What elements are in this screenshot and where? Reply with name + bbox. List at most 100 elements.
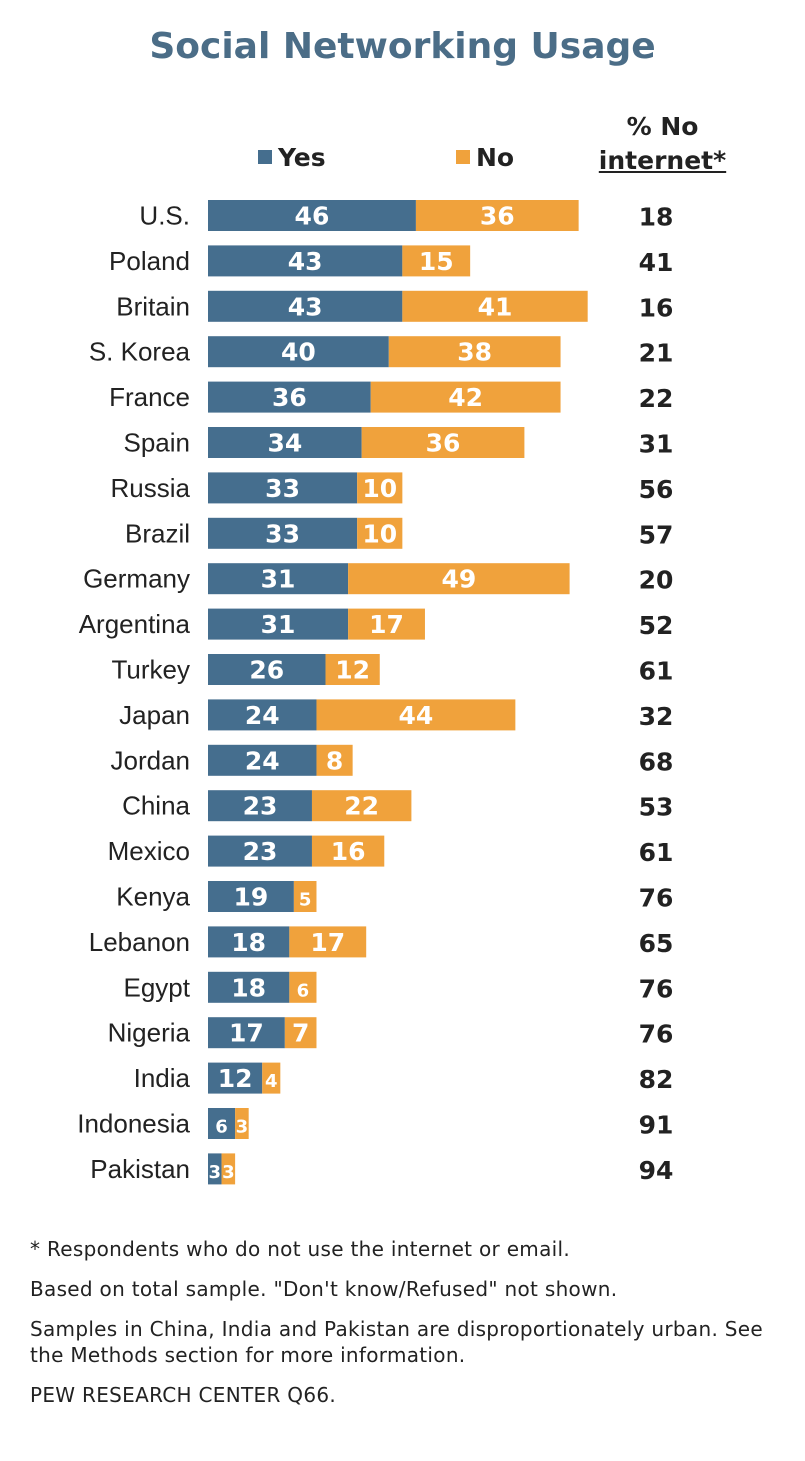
bar-yes-jordan xyxy=(208,744,317,776)
value-no-u-s: 36 xyxy=(480,202,515,231)
value-no-internet-france: 22 xyxy=(639,384,674,413)
value-yes-mexico: 23 xyxy=(243,837,278,866)
value-no-germany: 49 xyxy=(441,565,476,594)
value-no-internet-germany: 20 xyxy=(639,566,674,595)
value-no-internet-china: 53 xyxy=(639,793,674,822)
bar-yes-nigeria xyxy=(208,1017,285,1049)
footnotes: * Respondents who do not use the interne… xyxy=(30,1236,790,1422)
value-yes-egypt: 18 xyxy=(231,973,266,1002)
bar-no-brazil xyxy=(357,517,403,549)
value-no-internet-japan: 32 xyxy=(639,702,674,731)
value-yes-britain: 43 xyxy=(288,292,323,321)
bar-no-russia xyxy=(357,472,403,504)
value-no-internet-argentina: 52 xyxy=(639,611,674,640)
bar-no-spain xyxy=(361,427,525,458)
value-no-pakistan: 3 xyxy=(222,1162,235,1183)
value-no-egypt: 6 xyxy=(297,980,310,1001)
bar-no-india xyxy=(262,1062,281,1094)
bar-no-france xyxy=(370,381,561,413)
country-label-nigeria: Nigeria xyxy=(108,1018,191,1048)
bar-yes-turkey xyxy=(208,654,326,685)
bar-yes-russia xyxy=(208,472,358,504)
value-yes-turkey: 26 xyxy=(249,656,284,685)
country-label-argentina: Argentina xyxy=(79,609,191,639)
value-yes-india: 12 xyxy=(218,1064,253,1093)
legend-no-swatch xyxy=(456,150,470,164)
country-label-egypt: Egypt xyxy=(124,972,191,1002)
country-label-mexico: Mexico xyxy=(108,836,190,866)
country-label-japan: Japan xyxy=(119,700,190,730)
value-no-poland: 15 xyxy=(419,247,454,276)
value-no-internet-lebanon: 65 xyxy=(639,929,674,958)
value-no-lebanon: 17 xyxy=(310,928,345,957)
value-yes-u-s: 46 xyxy=(295,202,330,231)
value-no-china: 22 xyxy=(344,792,379,821)
legend-no: No xyxy=(456,143,514,172)
bar-yes-s-korea xyxy=(208,336,389,368)
value-yes-germany: 31 xyxy=(261,565,296,594)
footnote-asterisk: * Respondents who do not use the interne… xyxy=(30,1237,571,1261)
country-label-u-s: U.S. xyxy=(139,201,190,231)
bar-no-poland xyxy=(402,245,471,277)
bar-no-indonesia xyxy=(235,1108,249,1139)
value-no-turkey: 12 xyxy=(335,656,370,685)
value-no-internet-spain: 31 xyxy=(639,430,674,459)
value-no-britain: 41 xyxy=(478,292,513,321)
footnote-samples: Samples in China, India and Pakistan are… xyxy=(30,1317,763,1367)
value-yes-spain: 34 xyxy=(267,429,302,458)
bar-no-s-korea xyxy=(388,336,561,368)
footnote-source: PEW RESEARCH CENTER Q66. xyxy=(30,1383,337,1407)
value-no-internet-u-s: 18 xyxy=(639,203,674,232)
country-label-russia: Russia xyxy=(111,473,191,503)
country-label-china: China xyxy=(122,791,190,821)
bar-yes-poland xyxy=(208,245,403,277)
bar-yes-brazil xyxy=(208,517,358,549)
country-label-germany: Germany xyxy=(83,564,190,594)
country-label-pakistan: Pakistan xyxy=(90,1154,190,1184)
country-label-spain: Spain xyxy=(124,428,191,458)
value-yes-china: 23 xyxy=(243,792,278,821)
value-yes-russia: 33 xyxy=(265,474,300,503)
bar-yes-kenya xyxy=(208,881,294,912)
value-yes-pakistan: 3 xyxy=(209,1162,222,1183)
bar-no-germany xyxy=(348,563,570,595)
bar-yes-pakistan xyxy=(208,1153,222,1185)
bar-yes-argentina xyxy=(208,608,349,640)
footnote-base: Based on total sample. "Don't know/Refus… xyxy=(30,1277,618,1301)
value-no-internet-egypt: 76 xyxy=(639,974,674,1003)
country-label-jordan: Jordan xyxy=(111,745,191,775)
value-yes-s-korea: 40 xyxy=(281,338,316,367)
bar-no-kenya xyxy=(293,881,317,912)
value-yes-france: 36 xyxy=(272,383,307,412)
chart-title: Social Networking Usage xyxy=(149,26,656,67)
bar-yes-france xyxy=(208,381,371,413)
country-label-lebanon: Lebanon xyxy=(89,927,190,957)
bar-no-lebanon xyxy=(289,926,367,958)
value-yes-japan: 24 xyxy=(245,701,280,730)
value-no-jordan: 8 xyxy=(326,746,343,775)
bar-yes-lebanon xyxy=(208,926,290,958)
legend-no-label: No xyxy=(476,143,515,172)
bar-yes-spain xyxy=(208,427,362,458)
value-no-internet-brazil: 57 xyxy=(639,520,674,549)
value-no-kenya: 5 xyxy=(299,890,312,911)
bar-no-jordan xyxy=(316,744,353,776)
value-no-internet-turkey: 61 xyxy=(639,657,674,686)
bar-yes-germany xyxy=(208,563,349,595)
value-no-internet-india: 82 xyxy=(639,1065,674,1094)
value-no-india: 4 xyxy=(265,1071,278,1092)
value-yes-argentina: 31 xyxy=(261,610,296,639)
value-yes-nigeria: 17 xyxy=(229,1019,264,1048)
value-no-internet-poland: 41 xyxy=(639,248,674,277)
value-yes-jordan: 24 xyxy=(245,746,280,775)
legend-yes-label: Yes xyxy=(278,143,326,172)
value-no-brazil: 10 xyxy=(362,519,397,548)
bar-no-nigeria xyxy=(284,1017,317,1049)
country-label-indonesia: Indonesia xyxy=(77,1109,190,1139)
value-no-s-korea: 38 xyxy=(457,338,492,367)
country-label-brazil: Brazil xyxy=(125,518,190,548)
value-yes-brazil: 33 xyxy=(265,519,300,548)
bar-yes-britain xyxy=(208,290,403,322)
legend-yes-swatch xyxy=(258,150,272,164)
value-no-mexico: 16 xyxy=(331,837,366,866)
